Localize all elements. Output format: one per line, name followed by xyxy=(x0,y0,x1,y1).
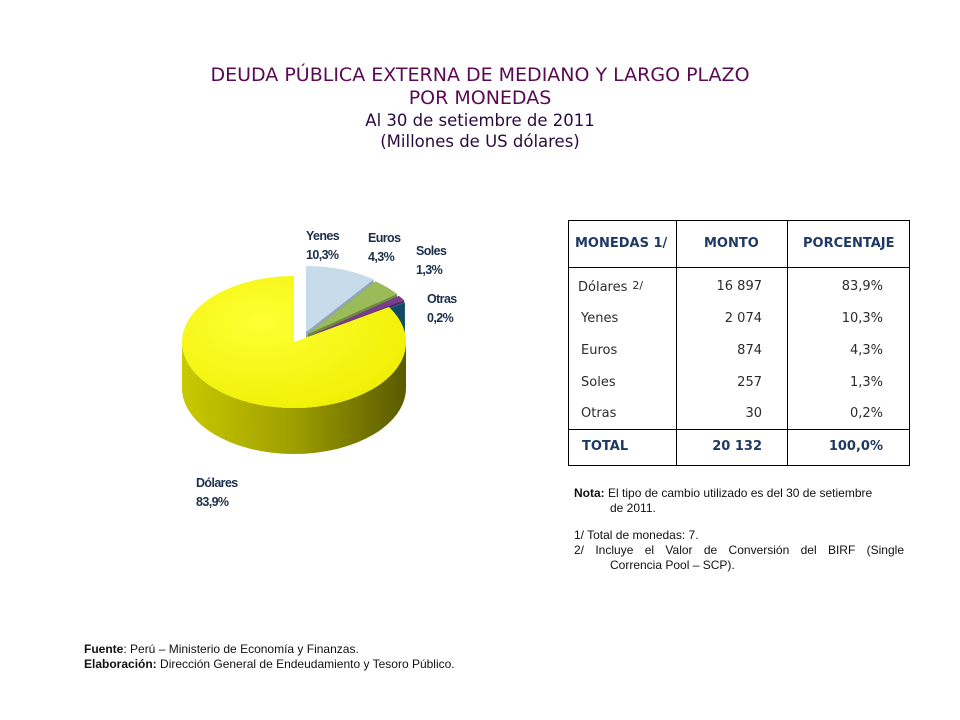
slice-soles-top xyxy=(310,295,405,336)
note-2a: 2/ Incluye el Valor de Conversión del BI… xyxy=(574,543,904,557)
row-currency: Euros xyxy=(581,343,618,358)
row-currency: Soles xyxy=(581,375,616,390)
header-porcentaje: PORCENTAJE xyxy=(803,236,895,251)
row-percent: 10,3% xyxy=(841,311,883,326)
row-amount: 30 xyxy=(745,406,762,421)
label-percent: 1,3% xyxy=(416,263,443,277)
total-amount: 20 132 xyxy=(712,439,762,454)
row-percent: 4,3% xyxy=(849,343,883,358)
label-percent: 83,9% xyxy=(196,495,229,509)
slice-yenes-top xyxy=(306,266,374,332)
row-amount: 874 xyxy=(737,343,762,358)
title-units: (Millones de US dólares) xyxy=(380,132,580,151)
slice-dolares-side xyxy=(182,342,406,454)
total-label: TOTAL xyxy=(582,439,629,454)
row-footnote-ref: 2/ xyxy=(632,279,644,292)
header-monedas: MONEDAS 1/ xyxy=(575,236,668,251)
label-name: Yenes xyxy=(306,229,340,243)
row-amount: 2 074 xyxy=(724,311,762,326)
slice-euros-top xyxy=(308,281,397,334)
nota-label: Nota: xyxy=(574,486,605,500)
elaboracion-text: Dirección General de Endeudamiento y Tes… xyxy=(156,657,455,671)
data-table: MONEDAS 1/ MONTO PORCENTAJE Dólares 2/16 … xyxy=(568,220,910,466)
title-line-1: DEUDA PÚBLICA EXTERNA DE MEDIANO Y LARGO… xyxy=(210,64,750,86)
label-percent: 10,3% xyxy=(306,248,339,262)
row-percent: 83,9% xyxy=(841,279,883,294)
slice-dolares xyxy=(182,276,407,454)
fuente-label: Fuente xyxy=(84,642,124,656)
note-1: 1/ Total de monedas: 7. xyxy=(574,528,699,542)
elaboracion-label: Elaboración: xyxy=(84,657,157,671)
label-name: Euros xyxy=(368,231,401,245)
row-percent: 0,2% xyxy=(849,406,883,421)
chart-title: DEUDA PÚBLICA EXTERNA DE MEDIANO Y LARGO… xyxy=(0,64,960,152)
slice-dolares-top xyxy=(182,276,407,409)
notes: Nota: El tipo de cambio utilizado es del… xyxy=(574,486,904,573)
label-name: Dólares xyxy=(196,476,238,490)
total-percent: 100,0% xyxy=(828,439,883,454)
footer: Fuente: Perú – Ministerio de Economía y … xyxy=(84,642,455,672)
row-currency: Dólares 2/ xyxy=(578,279,643,295)
row-percent: 1,3% xyxy=(849,375,883,390)
label-name: Soles xyxy=(416,244,447,258)
label-percent: 4,3% xyxy=(368,250,395,264)
row-currency: Yenes xyxy=(581,311,619,326)
nota-text-1: El tipo de cambio utilizado es del 30 de… xyxy=(608,486,873,500)
note-2b: Correncia Pool – SCP). xyxy=(610,558,735,572)
label-percent: 0,2% xyxy=(427,311,454,325)
header-monto: MONTO xyxy=(704,236,759,251)
fuente-text: : Perú – Ministerio de Economía y Finanz… xyxy=(123,642,359,656)
row-currency-text: Dólares xyxy=(578,280,628,295)
title-line-2: POR MONEDAS xyxy=(408,87,552,109)
row-currency: Otras xyxy=(581,406,617,421)
title-date: Al 30 de setiembre de 2011 xyxy=(365,111,595,130)
row-amount: 16 897 xyxy=(716,279,763,294)
label-name: Otras xyxy=(427,292,457,306)
nota-text-2: de 2011. xyxy=(610,501,656,515)
row-amount: 257 xyxy=(737,375,762,390)
